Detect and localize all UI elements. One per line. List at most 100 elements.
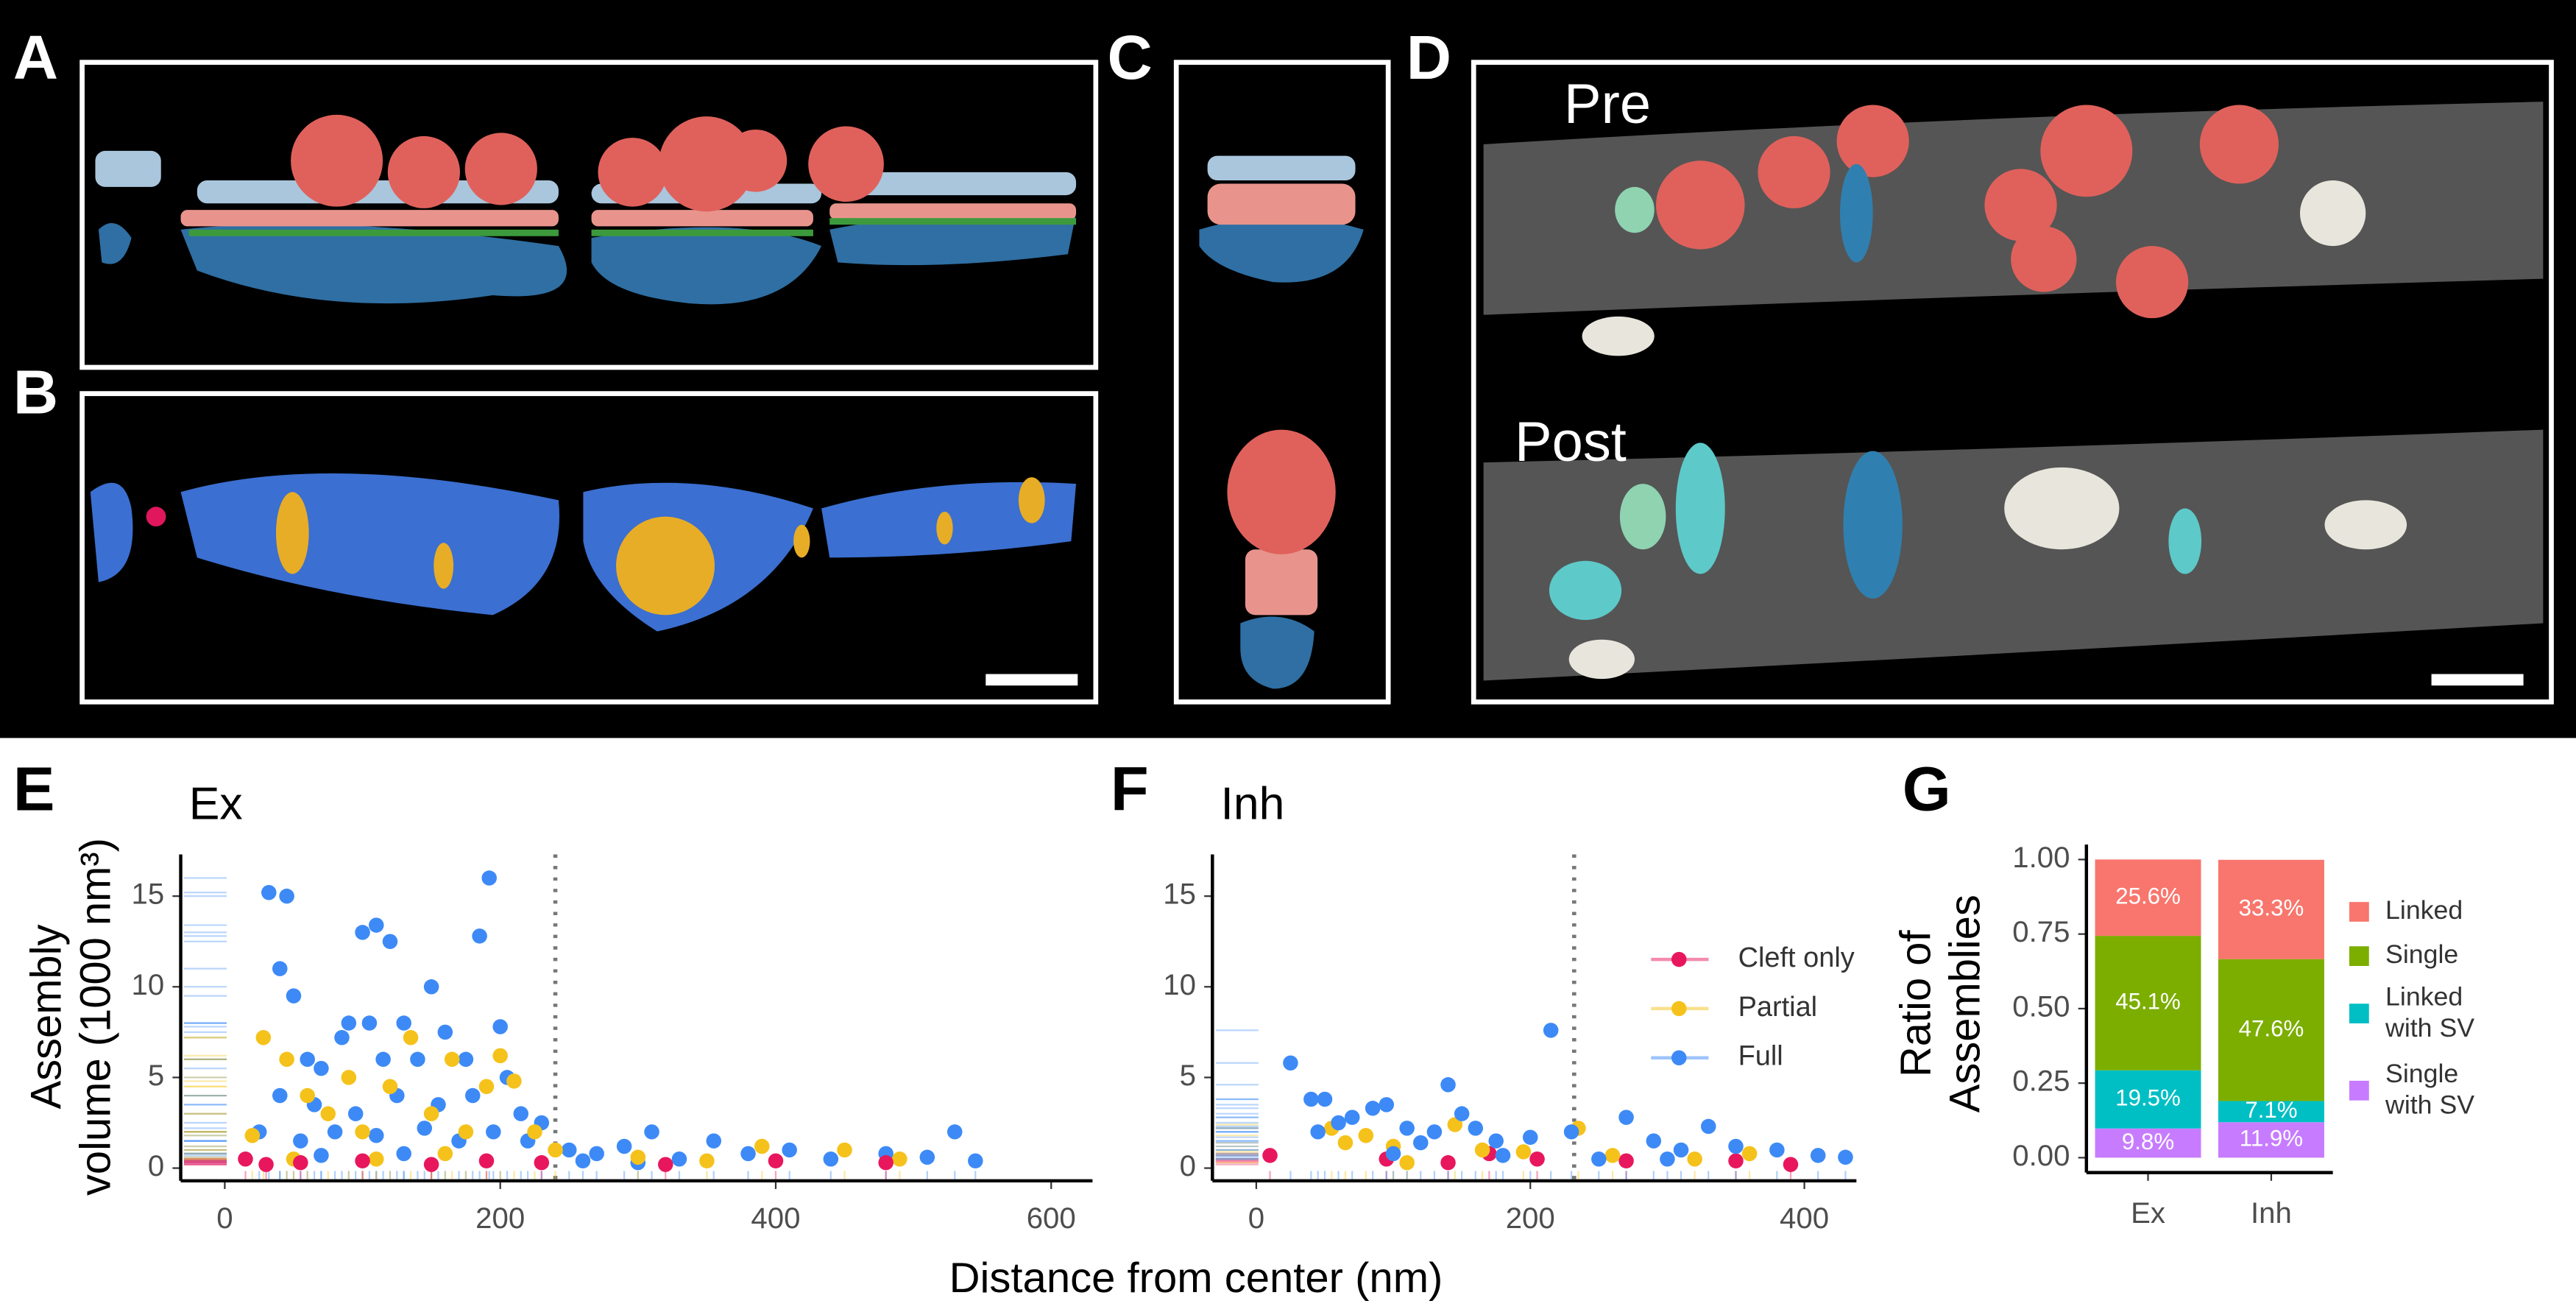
point	[561, 1142, 577, 1158]
point	[1317, 1091, 1333, 1107]
y-tick-label: 0.00	[2012, 1139, 2070, 1172]
point	[300, 1087, 315, 1104]
point	[1399, 1121, 1415, 1136]
point	[657, 1157, 673, 1172]
x-tick-label: 200	[475, 1202, 525, 1235]
point	[417, 1121, 433, 1136]
point	[481, 870, 497, 886]
point	[878, 1154, 894, 1171]
point	[1495, 1148, 1511, 1163]
point	[1385, 1146, 1401, 1162]
point	[1728, 1138, 1744, 1154]
point	[355, 1153, 370, 1168]
legend-swatch	[2349, 1080, 2369, 1101]
panel-letter: G	[1903, 754, 1951, 824]
point	[255, 1030, 272, 1045]
legend-swatch	[2349, 902, 2369, 922]
point	[293, 1133, 308, 1149]
point	[258, 1157, 274, 1172]
point	[1604, 1148, 1621, 1163]
point	[946, 1124, 963, 1140]
point	[1310, 1124, 1326, 1140]
point	[754, 1138, 770, 1154]
point	[548, 1142, 563, 1158]
point	[403, 1030, 419, 1045]
point	[1488, 1133, 1504, 1149]
point	[492, 1048, 508, 1064]
x-tick-label: 0	[1248, 1202, 1264, 1235]
point	[369, 1151, 384, 1167]
legend-label: Linked	[2385, 895, 2463, 925]
point	[396, 1146, 411, 1162]
x-tick-label: 400	[751, 1202, 800, 1235]
legend-marker	[1671, 1001, 1687, 1017]
panel-letter: F	[1111, 754, 1149, 824]
bar-value-label: 45.1%	[2115, 989, 2181, 1015]
bar-value-label: 11.9%	[2240, 1126, 2303, 1151]
point	[671, 1151, 687, 1167]
point	[1331, 1115, 1346, 1131]
bar-value-label: 47.6%	[2239, 1015, 2304, 1041]
panel-d-image	[1471, 60, 2554, 705]
bar-value-label: 9.8%	[2122, 1129, 2174, 1154]
bar-segment	[2218, 1122, 2324, 1158]
point	[644, 1124, 659, 1140]
y-tick-label: 0.75	[2012, 915, 2070, 948]
panel-c-image	[1173, 60, 1391, 705]
panel-letter: D	[1406, 22, 1451, 92]
image-label: Post	[1515, 411, 1627, 473]
point	[486, 1124, 501, 1140]
point	[1283, 1055, 1298, 1071]
point	[492, 1019, 508, 1034]
point	[837, 1142, 852, 1158]
point	[1379, 1097, 1395, 1112]
y-axis-label: Ratio of	[1892, 930, 1939, 1077]
panel-letter: B	[13, 356, 58, 426]
point	[1344, 1110, 1360, 1125]
point	[1618, 1110, 1634, 1125]
y-tick-label: 10	[132, 968, 165, 1001]
point	[341, 1015, 357, 1031]
point	[396, 1015, 411, 1031]
y-tick-label: 15	[132, 878, 165, 911]
point	[1454, 1106, 1470, 1121]
point	[293, 1154, 308, 1171]
y-axis-label: Assemblies	[1942, 895, 1989, 1112]
point	[1529, 1151, 1545, 1167]
point	[1413, 1135, 1429, 1151]
point	[1563, 1124, 1579, 1140]
point	[355, 1124, 370, 1140]
x-tick-label: 0	[216, 1202, 233, 1235]
point	[892, 1151, 907, 1167]
point	[1783, 1157, 1799, 1172]
point	[382, 1079, 398, 1094]
bar-value-label: 19.5%	[2115, 1085, 2181, 1111]
point	[472, 928, 487, 944]
point	[1700, 1118, 1716, 1135]
point	[534, 1154, 550, 1171]
point	[740, 1146, 756, 1162]
point	[1769, 1142, 1785, 1158]
y-tick-label: 0.50	[2012, 990, 2070, 1023]
point	[1440, 1154, 1456, 1171]
bar-value-label: 33.3%	[2239, 895, 2304, 921]
point	[768, 1153, 784, 1168]
point	[238, 1151, 253, 1167]
y-tick-label: 15	[1163, 878, 1196, 911]
bar-value-label: 25.6%	[2115, 884, 2181, 909]
legend-label: Full	[1738, 1041, 1783, 1072]
point	[1673, 1142, 1689, 1158]
point	[616, 1138, 632, 1154]
point	[1741, 1146, 1758, 1162]
image-label: Pre	[1564, 73, 1651, 135]
point	[589, 1146, 604, 1162]
point	[782, 1142, 797, 1158]
point	[382, 934, 398, 949]
point	[478, 1153, 495, 1168]
y-axis-label: Assembly	[23, 925, 70, 1110]
point	[968, 1153, 983, 1168]
bar-segment	[2218, 859, 2324, 959]
point	[361, 1015, 378, 1031]
